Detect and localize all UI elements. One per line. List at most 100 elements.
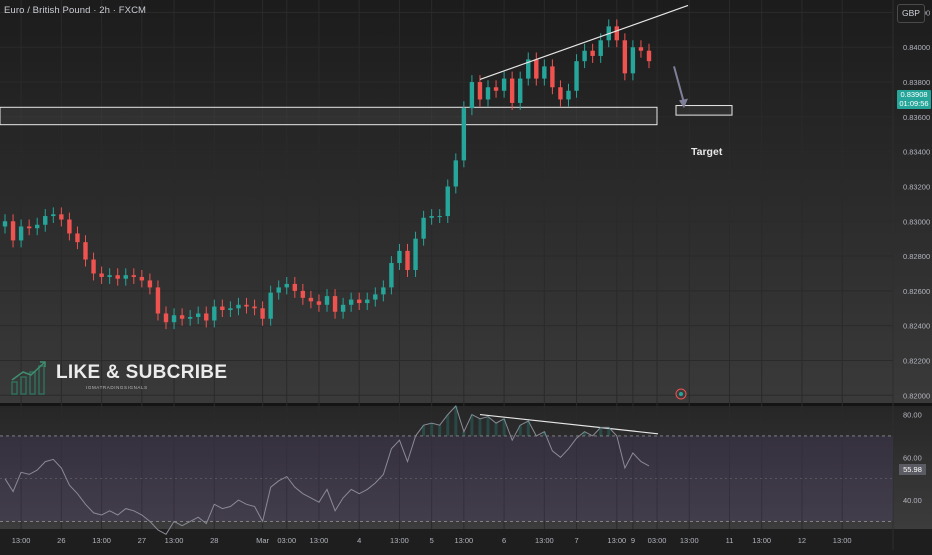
candle-body: [35, 224, 40, 229]
candle-body: [365, 299, 370, 304]
target-zone-rect: [675, 105, 733, 116]
candle-body: [260, 308, 265, 319]
time-tick-label: 13:00: [833, 536, 852, 545]
candle-body: [131, 275, 136, 277]
candle-body: [300, 290, 306, 298]
candle-body: [43, 216, 48, 225]
time-tick-label: 26: [57, 536, 65, 545]
candle-body: [196, 313, 201, 317]
price-tick-label: 0.83200: [903, 182, 930, 191]
support-zone[interactable]: [0, 105, 733, 126]
last-price-tag: 0.83908 01:09:56: [897, 90, 931, 109]
candle-body: [397, 250, 402, 264]
price-tick-label: 0.83400: [903, 148, 930, 157]
rsi-pane-bg: [0, 405, 932, 529]
candle-body: [83, 242, 88, 260]
price-axis[interactable]: 0.842000.840000.838000.836000.834000.832…: [903, 8, 930, 400]
candle-body: [542, 66, 547, 79]
candle-body: [357, 299, 362, 304]
candle-body: [244, 304, 249, 307]
candle-body: [501, 78, 507, 91]
candle-body: [405, 250, 410, 270]
candle-body: [252, 306, 257, 309]
candle-body: [179, 315, 185, 319]
candle-body: [308, 297, 314, 302]
currency-button[interactable]: GBP: [897, 4, 925, 23]
candle-body: [493, 87, 499, 91]
candle-body: [2, 221, 8, 227]
candle-body: [236, 304, 241, 309]
time-tick-label: 7: [574, 536, 578, 545]
candle-body: [67, 219, 72, 234]
candle-body: [348, 299, 354, 305]
candle-body: [614, 26, 619, 41]
candle-body: [469, 82, 475, 109]
symbol-title[interactable]: Euro / British Pound · 2h · FXCM: [4, 5, 147, 16]
candle-body: [284, 283, 289, 288]
rsi-axis[interactable]: 80.00 60.00 40.00: [903, 411, 922, 506]
grid: [0, 0, 893, 529]
time-tick-label: 13:00: [752, 536, 771, 545]
price-tick-label: 0.82200: [903, 356, 930, 365]
candle-body: [115, 275, 120, 279]
price-tick-label: 0.83800: [903, 78, 930, 87]
candle-body: [91, 259, 96, 274]
candle-body: [485, 87, 491, 100]
candle-body: [187, 316, 193, 319]
candle-body: [566, 90, 571, 100]
time-tick-label: 4: [357, 536, 361, 545]
time-tick-label: 28: [210, 536, 218, 545]
time-tick-label: 13:00: [680, 536, 699, 545]
candle-body: [26, 226, 32, 229]
drawings[interactable]: [479, 4, 689, 435]
candle-body: [453, 160, 458, 187]
candle-body: [123, 275, 128, 279]
candle-body: [381, 287, 386, 295]
candle-body: [292, 283, 297, 291]
candle-body: [324, 296, 330, 305]
candle-body: [509, 78, 515, 103]
candle-body: [518, 78, 523, 103]
time-tick-label: 13:00: [165, 536, 184, 545]
time-axis-bg: [0, 529, 932, 550]
watermark-subtext: IGMATRADINGSIGNALS: [86, 385, 148, 390]
candle-body: [10, 221, 16, 241]
time-tick-label: 03:00: [648, 536, 667, 545]
candle-body: [437, 216, 442, 218]
price-tick-label: 0.84000: [903, 43, 930, 52]
candle-body: [59, 214, 64, 220]
price-tick-label: 0.82800: [903, 252, 930, 261]
candle-body: [558, 87, 563, 100]
replay-icon-dot: [679, 392, 683, 396]
candle-body: [75, 233, 80, 243]
candle-body: [389, 263, 394, 288]
time-tick-label: 13:00: [454, 536, 473, 545]
rsi-band: [0, 435, 893, 522]
time-tick-label: 9: [631, 536, 635, 545]
time-tick-label: 11: [726, 536, 734, 545]
candle-body: [99, 273, 104, 277]
pane-divider[interactable]: [0, 403, 932, 406]
target-arrow-shaft: [673, 66, 685, 104]
time-tick-label: 13:00: [310, 536, 329, 545]
candle-body: [228, 308, 233, 311]
resistance-trendline: [479, 4, 689, 81]
target-label[interactable]: Target: [691, 146, 723, 158]
price-tick-label: 0.83000: [903, 217, 930, 226]
candle-body: [445, 186, 450, 217]
price-tick-label: 0.83600: [903, 113, 930, 122]
candle-body: [340, 304, 346, 312]
time-tick-label: 13:00: [12, 536, 31, 545]
rsi-divergence-line: [479, 413, 659, 435]
rsi-line: [4, 405, 650, 535]
candle-body: [638, 47, 644, 51]
time-tick-label: 13:00: [535, 536, 554, 545]
candle-body: [220, 306, 225, 311]
time-tick-label: 6: [502, 536, 506, 545]
candle-body: [429, 216, 434, 218]
time-axis[interactable]: 13:00 26 13:00 27 13:00 28 Mar 03:00 13:00 4 13:00…: [12, 536, 852, 545]
time-tick-label: 13:00: [607, 536, 626, 545]
candle-body: [316, 301, 322, 305]
